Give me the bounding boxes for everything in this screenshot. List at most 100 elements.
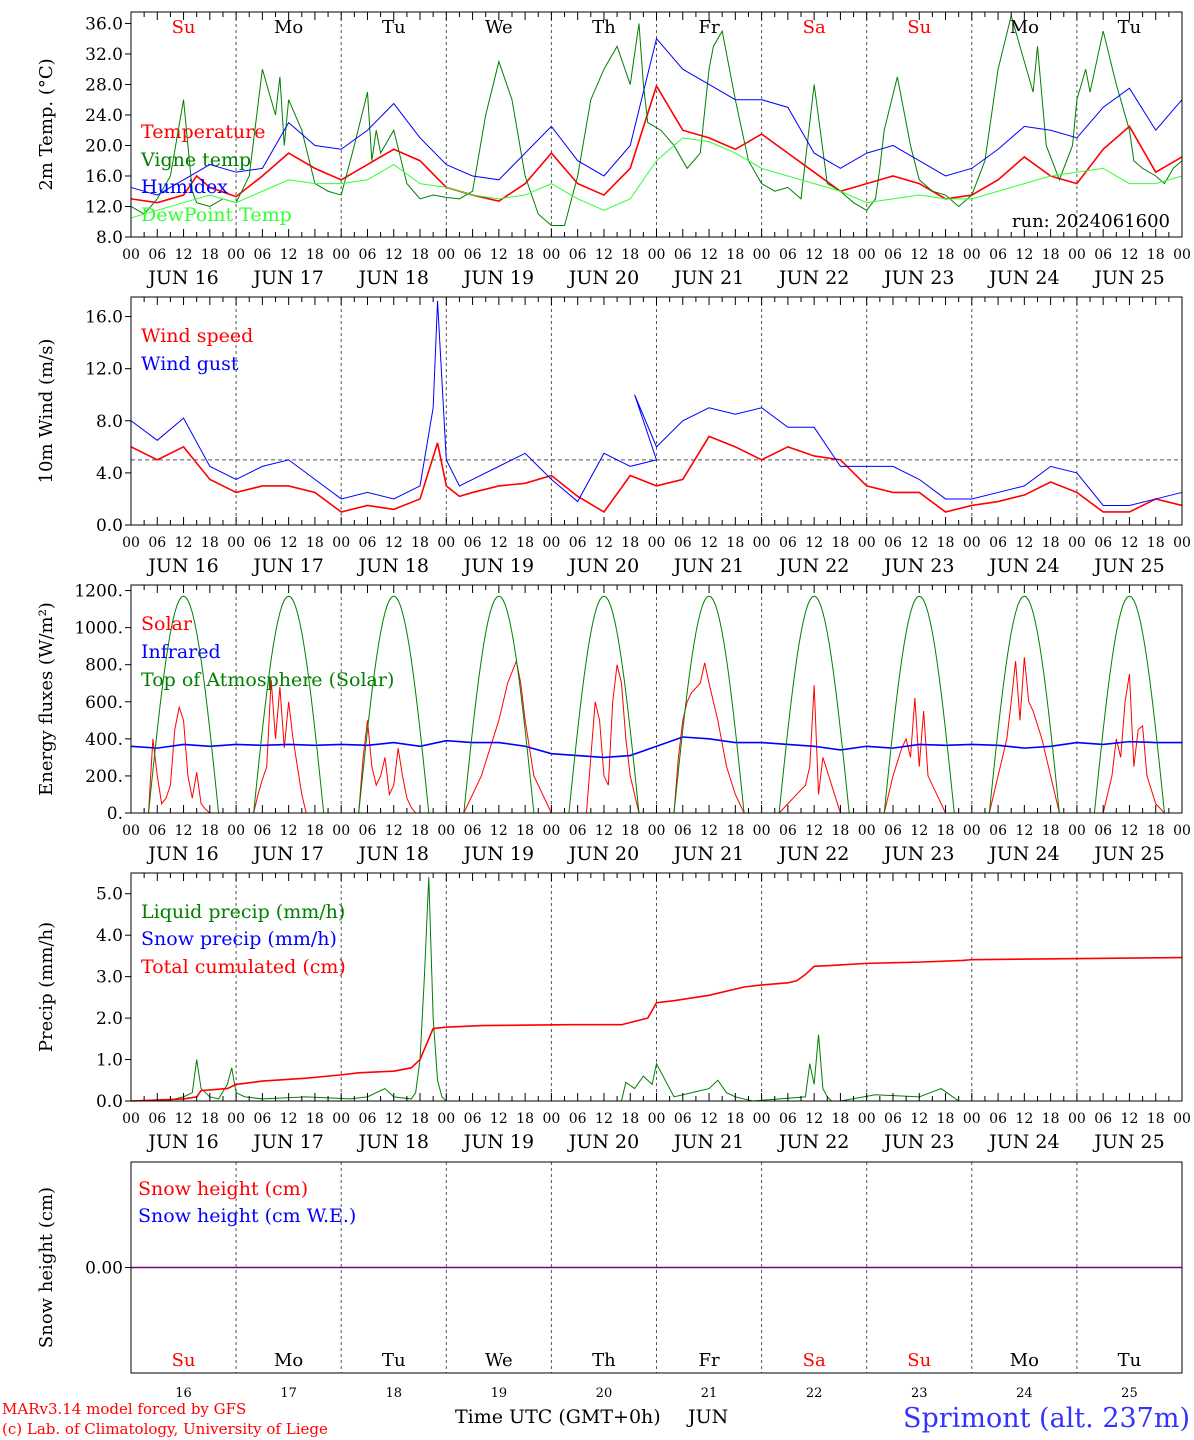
x-date-label: JUN 25 <box>1092 555 1164 577</box>
x-date-label: JUN 18 <box>357 267 429 289</box>
x-hour-label: 06 <box>674 247 692 263</box>
x-hour-label: 12 <box>805 535 823 551</box>
x-date-label: JUN 19 <box>462 555 534 577</box>
x-hour-label: 06 <box>1094 823 1112 839</box>
x-date-label: JUN 22 <box>777 267 849 289</box>
x-hour-label: 00 <box>1068 535 1086 551</box>
y-tick-label: 0. <box>107 804 123 824</box>
day-number-label: 21 <box>701 1386 718 1401</box>
x-hour-label: 12 <box>595 247 613 263</box>
footer: MARv3.14 model forced by GFS (c) Lab. of… <box>2 1400 1190 1438</box>
x-date-label: JUN 24 <box>987 267 1059 289</box>
x-hour-label: 12 <box>700 247 718 263</box>
y-tick-label: 0.0 <box>96 1092 123 1112</box>
x-hour-label: 12 <box>175 1111 193 1127</box>
x-date-label: JUN 23 <box>882 1131 954 1153</box>
y-axis-label: Precip (mm/h) <box>36 922 57 1052</box>
x-hour-label: 00 <box>332 1111 350 1127</box>
y-tick-label: 1.0 <box>96 1051 123 1071</box>
x-hour-label: 06 <box>779 535 797 551</box>
x-hour-label: 06 <box>464 535 482 551</box>
day-number-label: 25 <box>1121 1386 1138 1401</box>
y-tick-label: 800. <box>85 656 123 676</box>
x-hour-label: 18 <box>621 1111 639 1127</box>
x-date-label: JUN 20 <box>567 843 639 865</box>
x-hour-label: 06 <box>359 823 377 839</box>
x-hour-label: 00 <box>1068 1111 1086 1127</box>
x-hour-label: 00 <box>963 823 981 839</box>
x-hour-label: 06 <box>253 535 271 551</box>
y-axis-label: Energy fluxes (W/m²) <box>36 602 57 796</box>
x-hour-label: 12 <box>490 247 508 263</box>
x-date-label: JUN 18 <box>357 555 429 577</box>
x-hour-label: 06 <box>1094 247 1112 263</box>
x-hour-label: 18 <box>411 247 429 263</box>
x-hour-label: 18 <box>411 823 429 839</box>
x-hour-label: 06 <box>989 1111 1007 1127</box>
x-date-label: JUN 21 <box>672 555 744 577</box>
x-hour-label: 06 <box>884 1111 902 1127</box>
y-tick-label: 1000. <box>74 619 123 639</box>
x-hour-label: 12 <box>595 1111 613 1127</box>
x-date-label: JUN 21 <box>672 267 744 289</box>
x-hour-label: 06 <box>148 535 166 551</box>
x-hour-label: 18 <box>1042 1111 1060 1127</box>
x-hour-label: 00 <box>1068 823 1086 839</box>
x-hour-label: 00 <box>1173 535 1191 551</box>
x-hour-label: 18 <box>726 1111 744 1127</box>
x-hour-label: 18 <box>201 535 219 551</box>
x-hour-label: 18 <box>621 823 639 839</box>
day-number-label: 22 <box>806 1386 823 1401</box>
day-name-label: Mo <box>1010 17 1039 38</box>
x-hour-label: 12 <box>280 823 298 839</box>
x-hour-label: 12 <box>1121 535 1139 551</box>
x-date-label: JUN 20 <box>567 1131 639 1153</box>
x-date-label: JUN 25 <box>1092 267 1164 289</box>
series-line <box>130 300 1183 506</box>
x-hour-label: 00 <box>542 1111 560 1127</box>
x-hour-label: 18 <box>306 823 324 839</box>
x-hour-label: 00 <box>542 823 560 839</box>
x-hour-label: 06 <box>674 1111 692 1127</box>
x-hour-label: 12 <box>385 535 403 551</box>
x-date-label: JUN 24 <box>987 555 1059 577</box>
station-name: Sprimont (alt. 237m) <box>903 1403 1190 1434</box>
x-hour-label: 06 <box>884 535 902 551</box>
legend-entry: Snow precip (mm/h) <box>141 928 337 950</box>
plot-frame <box>130 1161 1183 1374</box>
y-tick-label: 24.0 <box>85 106 123 126</box>
x-hour-label: 00 <box>963 247 981 263</box>
credit-line-1: MARv3.14 model forced by GFS <box>2 1400 246 1418</box>
x-hour-label: 06 <box>359 247 377 263</box>
x-hour-label: 06 <box>1094 535 1112 551</box>
x-hour-label: 06 <box>989 823 1007 839</box>
x-hour-label: 12 <box>1015 247 1033 263</box>
x-hour-label: 18 <box>1147 247 1165 263</box>
legend-entry: Top of Atmosphere (Solar) <box>141 669 394 691</box>
x-hour-label: 06 <box>569 247 587 263</box>
day-name-label: Fr <box>699 17 720 38</box>
x-date-label: JUN 22 <box>777 555 849 577</box>
y-tick-label: 36.0 <box>85 14 123 34</box>
x-hour-label: 00 <box>437 1111 455 1127</box>
panel-2: 0.0 4.0 8.0 12.0 16.0 10m Wind (m/s) Wind spee… <box>36 296 1191 577</box>
day-number-label: 24 <box>1016 1386 1033 1401</box>
day-number-label: 19 <box>491 1386 508 1401</box>
x-hour-label: 12 <box>910 247 928 263</box>
y-axis-label: 2m Temp. (°C) <box>36 58 57 190</box>
x-hour-label: 18 <box>832 535 850 551</box>
x-hour-label: 12 <box>700 535 718 551</box>
x-hour-label: 18 <box>516 823 534 839</box>
series-line <box>131 657 1182 814</box>
x-hour-label: 06 <box>674 535 692 551</box>
x-hour-label: 00 <box>122 535 140 551</box>
x-hour-label: 06 <box>1094 1111 1112 1127</box>
x-hour-label: 12 <box>280 1111 298 1127</box>
x-hour-label: 12 <box>1121 247 1139 263</box>
x-hour-label: 06 <box>253 823 271 839</box>
x-hour-label: 12 <box>280 247 298 263</box>
series-line <box>130 13 1183 227</box>
x-hour-label: 18 <box>201 823 219 839</box>
x-hour-label: 18 <box>516 535 534 551</box>
y-tick-label: 0.0 <box>96 516 123 536</box>
